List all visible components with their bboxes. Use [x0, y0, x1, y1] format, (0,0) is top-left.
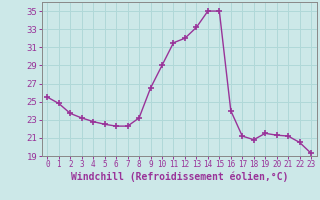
X-axis label: Windchill (Refroidissement éolien,°C): Windchill (Refroidissement éolien,°C): [70, 172, 288, 182]
